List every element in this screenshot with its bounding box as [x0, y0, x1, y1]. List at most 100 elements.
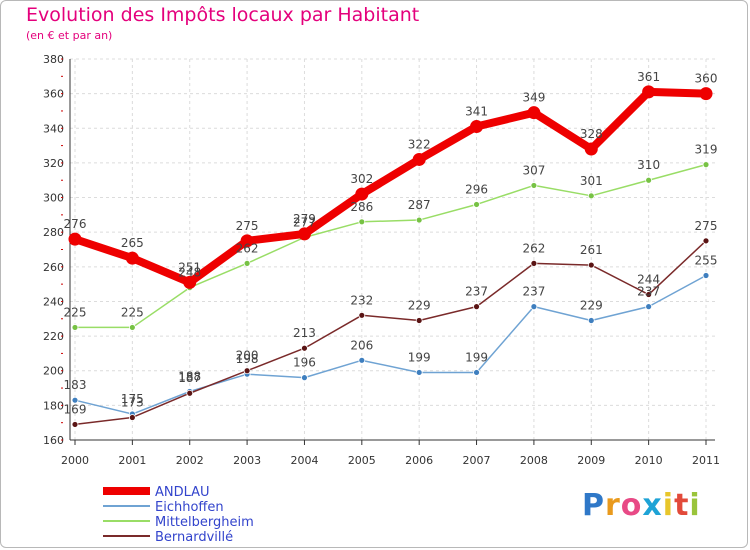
data-point — [473, 369, 480, 376]
data-point — [186, 389, 194, 397]
data-label: 319 — [695, 143, 718, 157]
data-label: 188 — [178, 370, 201, 384]
data-label: 361 — [637, 70, 660, 84]
data-label: 276 — [64, 217, 87, 231]
data-labels-layer: 276 265 251 275 279 302 322 341 349 328 361 360 183 1… — [64, 70, 718, 417]
data-point — [358, 311, 366, 319]
data-point — [473, 303, 480, 311]
y-tick-label: 360 — [43, 88, 64, 101]
data-point — [243, 259, 251, 267]
data-label: 261 — [580, 243, 603, 257]
legend-label: Eichhoffen — [155, 500, 224, 515]
data-point — [645, 303, 653, 311]
data-point — [587, 261, 595, 269]
x-tick-label: 2000 — [61, 454, 89, 467]
logo-letter: o — [620, 488, 643, 523]
data-label: 287 — [408, 198, 431, 212]
x-tick-label: 2008 — [520, 454, 548, 467]
data-label: 301 — [580, 174, 603, 188]
x-tick-label: 2003 — [233, 454, 261, 467]
x-tick-label: 2009 — [577, 454, 605, 467]
data-point — [645, 291, 653, 298]
data-point — [71, 396, 79, 404]
y-tick-label: 260 — [43, 261, 64, 274]
legend-label: Bernardvillé — [155, 530, 233, 545]
proxiti-logo: Proxiti — [582, 488, 701, 523]
data-point — [702, 272, 710, 279]
x-tick-label: 2006 — [405, 454, 433, 467]
data-label: 237 — [465, 285, 488, 299]
data-point — [297, 227, 311, 241]
data-point — [470, 120, 484, 134]
data-point — [301, 344, 308, 352]
data-label: 175 — [121, 392, 144, 406]
series-layer — [68, 85, 713, 428]
logo-letter: t — [674, 488, 690, 523]
x-tick-label: 2004 — [290, 454, 318, 467]
data-label: 237 — [522, 285, 545, 299]
logo-letter: r — [605, 488, 621, 523]
data-label: 251 — [178, 260, 201, 274]
legend-label: Mittelbergheim — [155, 515, 254, 530]
series-line-mittelbergheim — [74, 163, 707, 329]
data-label: 200 — [236, 349, 259, 363]
legend-label: ANDLAU — [155, 485, 210, 500]
data-label: 310 — [637, 158, 660, 172]
data-label: 196 — [293, 356, 316, 370]
data-label: 199 — [465, 350, 488, 364]
data-point — [243, 367, 251, 375]
data-label: 296 — [465, 182, 488, 196]
data-label: 169 — [64, 402, 87, 416]
x-tick-label: 2002 — [176, 454, 204, 467]
data-label: 187 — [178, 371, 201, 385]
data-label: 286 — [350, 200, 373, 214]
grid-layer — [70, 58, 715, 441]
logo-letter: i — [689, 488, 701, 523]
data-point — [301, 374, 308, 382]
series-line-eichhoffen — [74, 274, 707, 415]
data-point — [645, 176, 653, 184]
chart-title: Evolution des Impôts locaux par Habitant — [26, 4, 420, 26]
data-point — [415, 216, 423, 224]
y-tick-label: 180 — [43, 399, 64, 412]
plot-area — [70, 59, 715, 440]
data-label: 275 — [236, 219, 259, 233]
y-tick-label: 220 — [43, 330, 64, 343]
data-point — [240, 234, 254, 248]
data-point — [530, 259, 538, 267]
data-point — [183, 275, 197, 289]
data-point — [473, 201, 480, 208]
data-point — [355, 187, 369, 201]
data-point — [699, 87, 713, 101]
data-label: 198 — [236, 352, 259, 366]
data-label: 173 — [121, 395, 144, 409]
legend: ANDLAUEichhoffenMittelbergheimBernardvil… — [103, 485, 254, 545]
data-label: 265 — [121, 236, 144, 250]
data-point — [415, 317, 423, 324]
data-point — [527, 106, 541, 120]
data-point — [71, 324, 79, 331]
data-label: 275 — [695, 219, 718, 233]
data-label: 199 — [408, 350, 431, 364]
data-point — [587, 192, 595, 200]
y-tick-label: 160 — [43, 434, 64, 447]
y-tick-label: 320 — [43, 157, 64, 170]
x-tick-label: 2011 — [692, 454, 720, 467]
data-point — [71, 421, 79, 428]
logo-letter: x — [642, 488, 663, 523]
data-point — [358, 218, 366, 226]
chart-subtitle: (en € et par an) — [26, 29, 113, 42]
data-point — [530, 303, 538, 311]
data-label: 349 — [522, 91, 545, 105]
data-label: 248 — [178, 266, 201, 280]
data-point — [128, 324, 136, 331]
y-tick-label: 340 — [43, 122, 64, 135]
data-label: 229 — [580, 299, 603, 313]
x-tick-label: 2010 — [635, 454, 663, 467]
y-tick-label: 240 — [43, 295, 64, 308]
data-point — [415, 369, 423, 376]
axes-layer: 160 180 200 220 240 260 280 300 320 340 360 380 2000… — [43, 53, 720, 467]
data-point — [125, 251, 139, 265]
